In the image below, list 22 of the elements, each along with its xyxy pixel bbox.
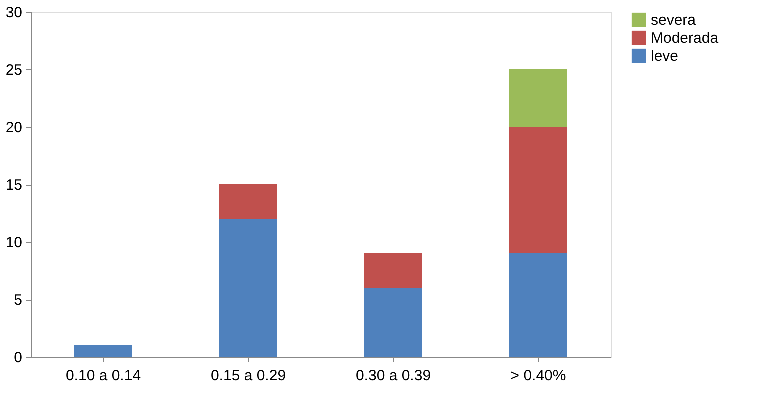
y-tick-label: 25 — [6, 62, 22, 79]
bar — [510, 127, 568, 254]
bar — [510, 254, 568, 357]
bar — [364, 288, 422, 357]
bar — [220, 184, 278, 219]
x-tick-label: 0.10 a 0.14 — [66, 368, 142, 384]
bar — [510, 70, 568, 127]
y-tick-label: 5 — [14, 292, 22, 309]
bar — [364, 254, 422, 288]
y-tick-label: 20 — [6, 120, 22, 136]
legend-label: leve — [651, 48, 679, 65]
y-tick-label: 0 — [14, 350, 22, 366]
y-tick-label: 10 — [6, 234, 22, 252]
x-tick-label: 0.15 a 0.29 — [210, 368, 286, 384]
bar — [220, 219, 278, 357]
x-tick-label: > 0.40% — [510, 368, 566, 384]
x-tick-label: 0.30 a 0.39 — [356, 368, 432, 384]
legend-label: Moderada — [651, 30, 720, 47]
y-tick-label: 15 — [6, 177, 22, 194]
y-tick-label: 30 — [6, 4, 22, 22]
legend-label: severa — [651, 12, 697, 29]
bar — [74, 346, 132, 357]
